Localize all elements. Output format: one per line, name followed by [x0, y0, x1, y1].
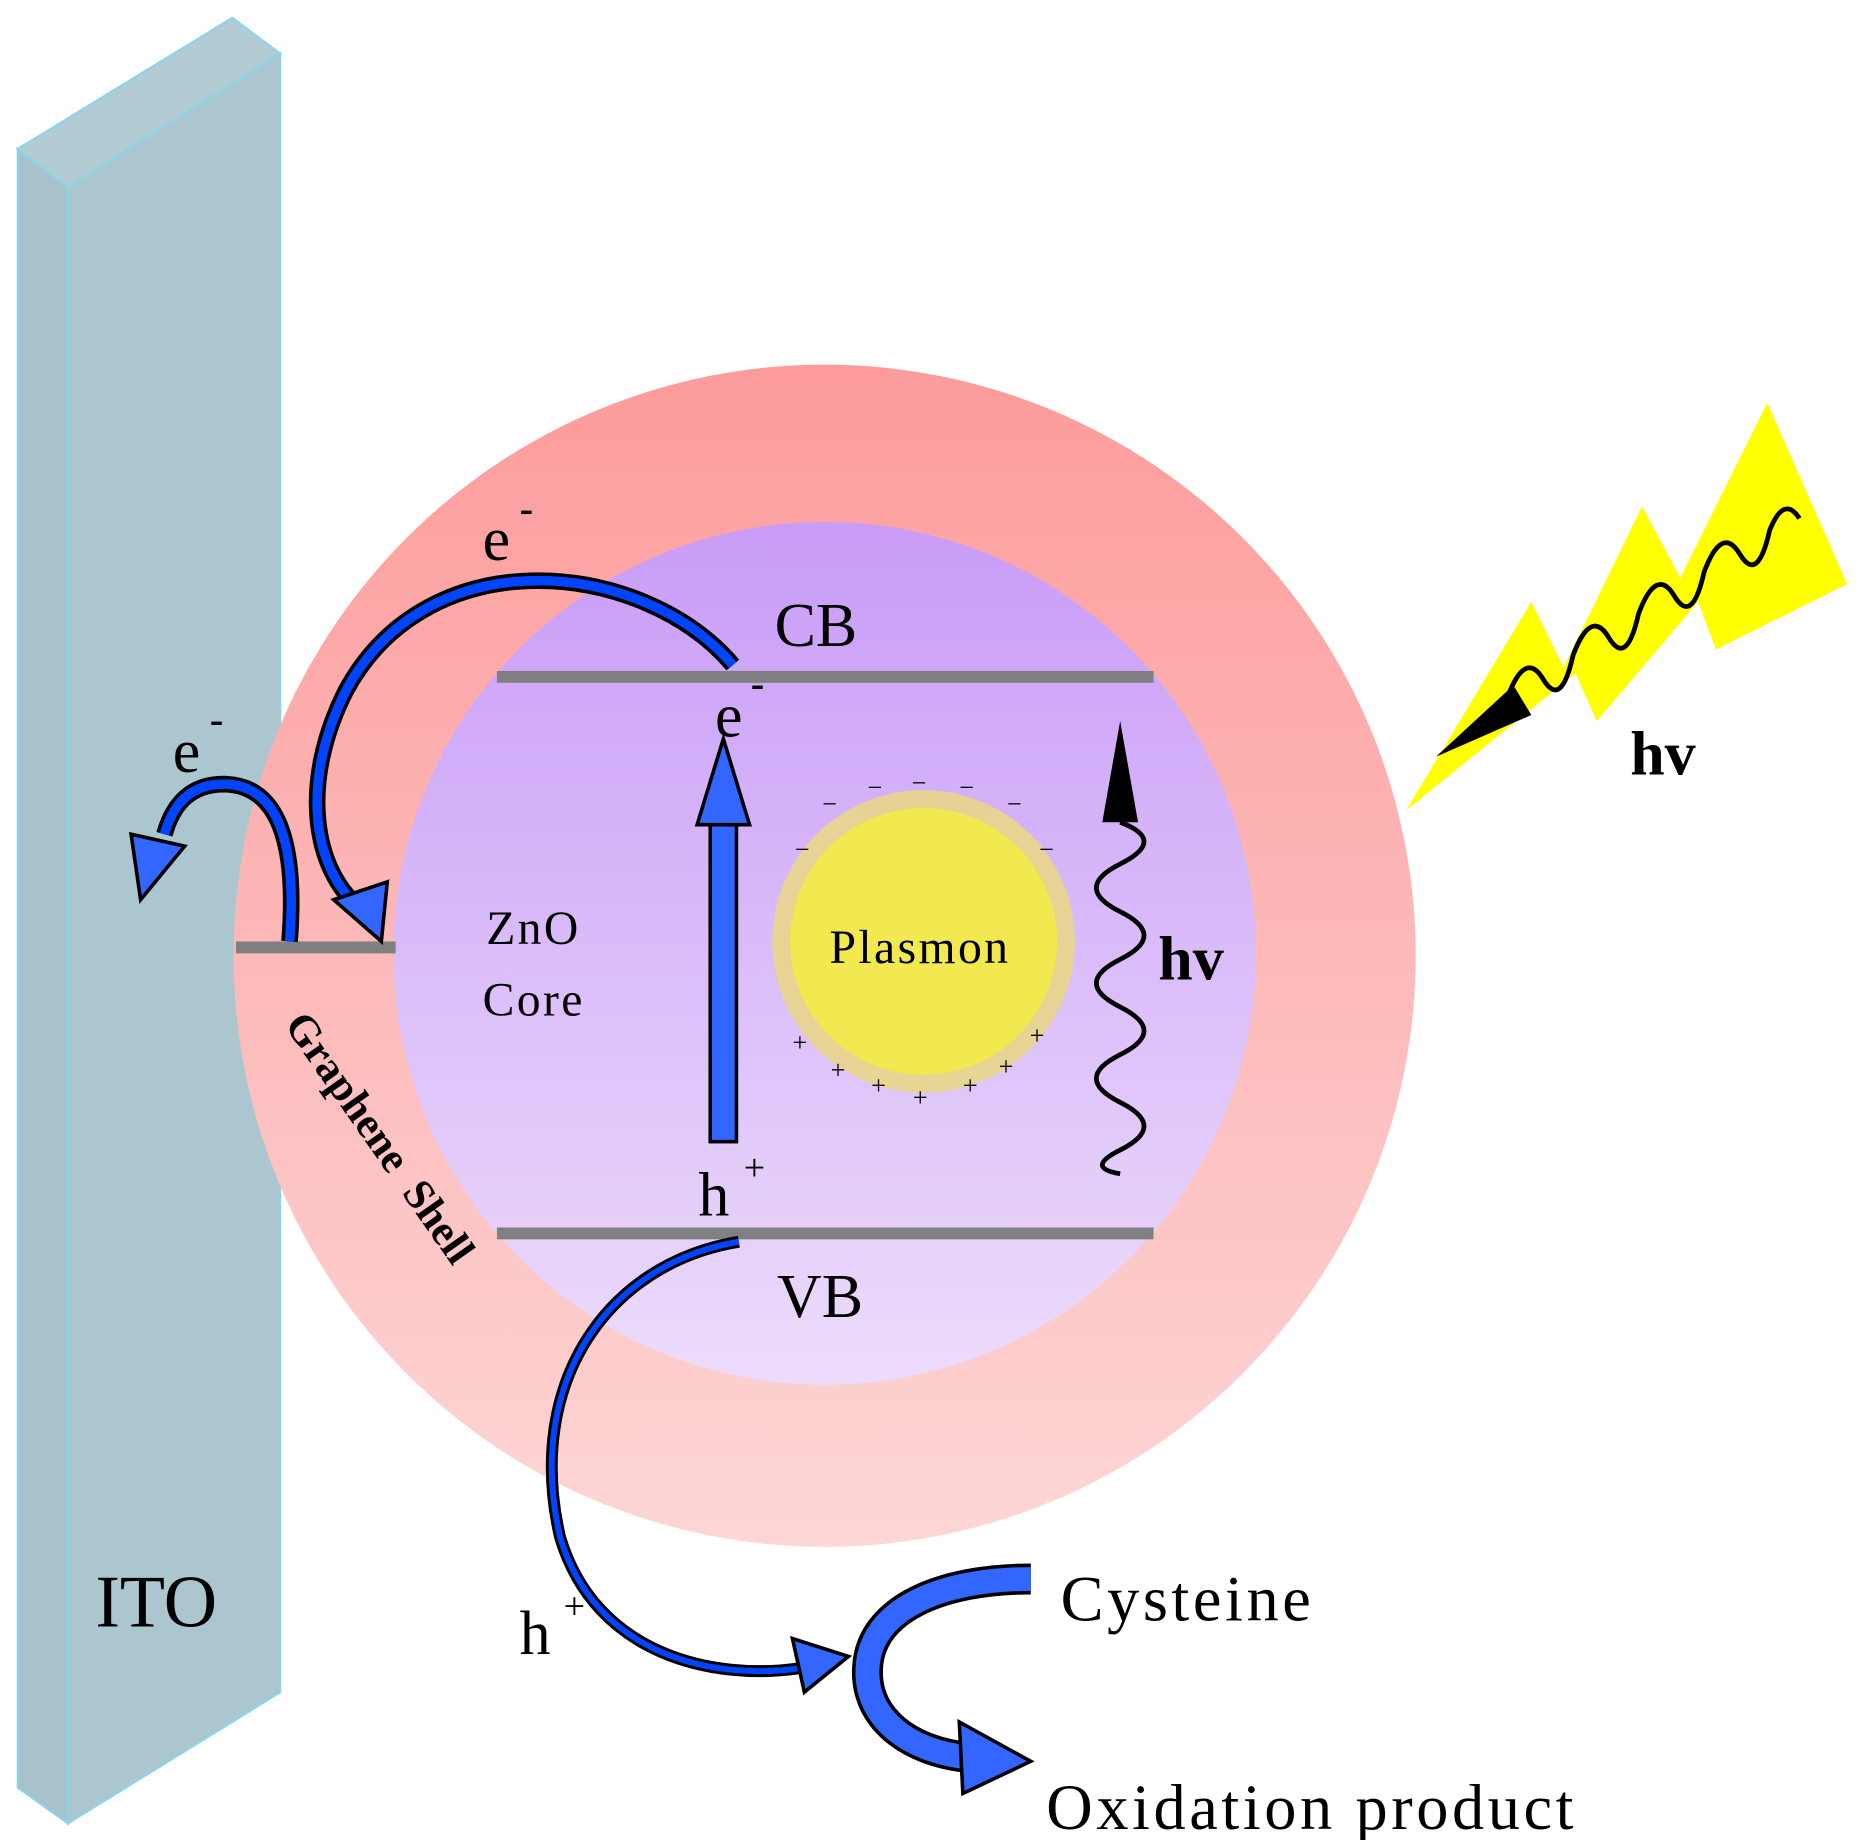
- svg-text:-: -: [751, 661, 765, 706]
- electron-to-ito-arrow-icon: [128, 775, 300, 943]
- svg-text:−: −: [1039, 835, 1054, 864]
- core-label-line2: Core: [483, 974, 585, 1026]
- ito-label: ITO: [95, 1561, 217, 1643]
- ito-electrode: [15, 16, 283, 1826]
- svg-text:+: +: [564, 1585, 586, 1627]
- svg-text:+: +: [744, 1147, 766, 1189]
- graphene-level-line: [235, 941, 396, 954]
- hole-transfer-arrow-icon: [545, 1235, 853, 1696]
- electron-label-cb: e -: [715, 661, 764, 750]
- oxidation-product-label: Oxidation product: [1046, 1772, 1577, 1840]
- svg-text:h: h: [698, 1162, 729, 1230]
- hole-label-transfer: h +: [520, 1585, 586, 1668]
- electron-transfer-arrow-icon: [308, 572, 740, 946]
- light-bolt-icon: [1406, 402, 1848, 811]
- oxidation-arrow-icon: [852, 1563, 1035, 1797]
- svg-text:e: e: [173, 718, 200, 786]
- plasmon-light-arrowhead-icon: [1102, 720, 1139, 823]
- svg-text:-: -: [210, 697, 224, 742]
- vb-label: VB: [777, 1263, 863, 1331]
- svg-text:+: +: [792, 1028, 807, 1057]
- svg-text:−: −: [1007, 790, 1022, 819]
- svg-text:-: -: [520, 486, 534, 531]
- plasmon-particle: − − − − − − − + + + + + + +: [772, 768, 1075, 1112]
- cysteine-label: Cysteine: [1061, 1564, 1315, 1635]
- svg-text:+: +: [913, 1083, 928, 1112]
- cb-label: CB: [775, 592, 858, 660]
- svg-text:h: h: [520, 1600, 551, 1668]
- svg-text:−: −: [822, 790, 837, 819]
- svg-text:−: −: [959, 773, 974, 802]
- incident-light-arrowhead-icon: [1435, 685, 1532, 757]
- hv-emit-label: hv: [1158, 926, 1223, 994]
- svg-text:−: −: [795, 835, 810, 864]
- incident-light-wave: [1505, 506, 1802, 698]
- electron-label-ito: e -: [173, 697, 223, 786]
- plasmon-negative-charges: − − − − − − −: [795, 768, 1054, 864]
- svg-text:−: −: [912, 768, 927, 797]
- plasmon-light-wave: [1093, 820, 1147, 1177]
- plasmon-positive-charges: + + + + + + +: [792, 1021, 1044, 1112]
- svg-text:+: +: [999, 1052, 1014, 1081]
- hv-light-label: hv: [1630, 721, 1695, 789]
- svg-text:−: −: [868, 773, 883, 802]
- svg-text:+: +: [831, 1055, 846, 1084]
- plasmon-label: Plasmon: [830, 922, 1011, 974]
- valence-band-line: [496, 1227, 1154, 1240]
- svg-text:e: e: [715, 682, 743, 750]
- electron-label-top: e -: [483, 486, 533, 574]
- core-label-line1: ZnO: [486, 903, 581, 955]
- svg-text:+: +: [871, 1071, 886, 1100]
- excitation-arrow-icon: [694, 732, 752, 1144]
- svg-text:e: e: [483, 506, 511, 574]
- hole-label-vb: h +: [698, 1147, 765, 1230]
- svg-text:+: +: [1030, 1021, 1045, 1050]
- conduction-band-line: [496, 670, 1154, 683]
- svg-text:+: +: [963, 1071, 978, 1100]
